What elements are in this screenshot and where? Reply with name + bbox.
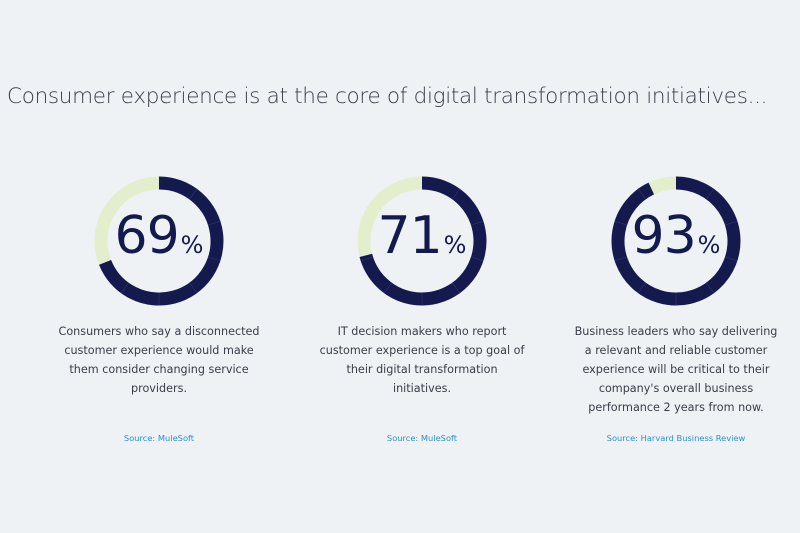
donut-segment-divider: [724, 256, 738, 262]
percentage-value: 93%: [609, 210, 743, 262]
donut-segment-divider: [188, 188, 198, 200]
stat-description: IT decision makers who report customer e…: [319, 325, 525, 395]
percentage-value: 69%: [92, 210, 226, 262]
donut-segment-divider: [724, 220, 738, 226]
donut-segment-divider: [637, 282, 647, 294]
donut-segment-divider: [451, 282, 461, 294]
donut-ring: [357, 176, 487, 306]
donut-segment-divider: [360, 256, 374, 262]
donut-ring: [94, 176, 224, 306]
stat-card-business-leaders: 93% Business leaders who say delivering …: [546, 174, 800, 417]
donut-segment-divider: [470, 220, 484, 226]
percent-sign: %: [697, 231, 721, 259]
stat-description: Business leaders who say delivering a re…: [574, 325, 778, 414]
donut-value-slice: [611, 176, 741, 306]
donut-segment-divider: [637, 188, 647, 200]
stat-description: Consumers who say a disconnected custome…: [58, 325, 260, 395]
stat-card-it-decision-makers: 71% IT decision makers who report custom…: [292, 174, 552, 398]
donut-segment-divider: [470, 256, 484, 262]
donut-chart: 93%: [609, 174, 743, 308]
donut-segment-divider: [705, 282, 715, 294]
donut-segment-divider: [451, 188, 461, 200]
stat-card-consumers: 69% Consumers who say a disconnected cus…: [29, 174, 289, 398]
donut-value-slice: [359, 176, 487, 306]
percentage-number: 93: [631, 206, 697, 266]
donut-segment-divider: [383, 282, 393, 294]
donut-segment-divider: [207, 256, 221, 262]
page-headline: Consumer experience is at the core of di…: [7, 84, 768, 109]
source-link-mulesoft[interactable]: Source: MuleSoft: [386, 433, 458, 443]
donut-segment-divider: [705, 188, 715, 200]
donut-chart: 69%: [92, 174, 226, 308]
donut-segment-divider: [120, 282, 130, 294]
donut-segment-divider: [207, 220, 221, 226]
percentage-value: 71%: [355, 210, 489, 262]
donut-chart: 71%: [355, 174, 489, 308]
percent-sign: %: [180, 231, 204, 259]
donut-segment-divider: [614, 256, 628, 262]
percent-sign: %: [443, 231, 467, 259]
percentage-number: 71: [377, 206, 443, 266]
source-link-harvard-business-review[interactable]: Source: Harvard Business Review: [606, 433, 746, 443]
source-link-mulesoft[interactable]: Source: MuleSoft: [123, 433, 195, 443]
donut-segment-divider: [188, 282, 198, 294]
donut-segment-divider: [614, 220, 628, 226]
percentage-number: 69: [114, 206, 180, 266]
donut-ring: [611, 176, 741, 306]
donut-value-slice: [99, 176, 224, 306]
